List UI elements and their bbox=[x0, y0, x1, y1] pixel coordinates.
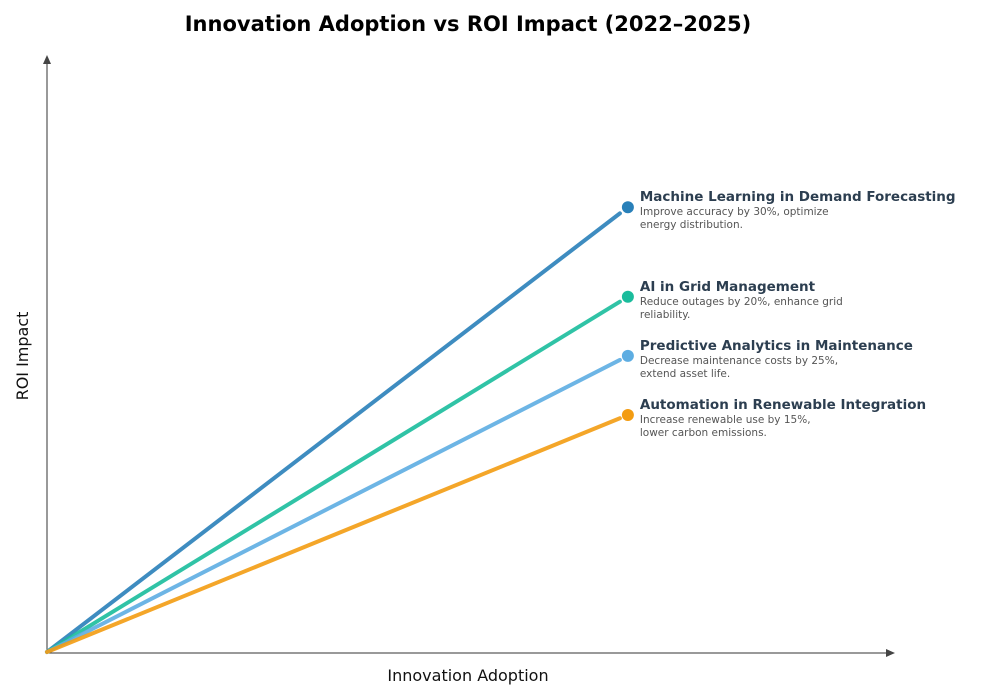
series-3: Automation in Renewable IntegrationIncre… bbox=[45, 397, 926, 654]
series-description: reliability. bbox=[640, 309, 690, 321]
series-endpoint-marker bbox=[621, 201, 634, 214]
series-description: lower carbon emissions. bbox=[640, 427, 767, 439]
series-description: Reduce outages by 20%, enhance grid bbox=[640, 296, 843, 308]
series-line bbox=[45, 211, 622, 654]
series-description: energy distribution. bbox=[640, 219, 743, 231]
series-description: extend asset life. bbox=[640, 368, 730, 380]
chart-title: Innovation Adoption vs ROI Impact (2022–… bbox=[185, 12, 752, 36]
series-line bbox=[45, 357, 622, 654]
series-description: Increase renewable use by 15%, bbox=[640, 414, 811, 426]
series-2: Predictive Analytics in MaintenanceDecre… bbox=[45, 338, 913, 654]
series-label: Predictive Analytics in Maintenance bbox=[640, 338, 913, 354]
series-0: Machine Learning in Demand ForecastingIm… bbox=[45, 189, 956, 654]
series-label: AI in Grid Management bbox=[640, 279, 816, 295]
series-endpoint-marker bbox=[621, 408, 634, 421]
series-description: Decrease maintenance costs by 25%, bbox=[640, 355, 838, 367]
x-axis-arrow-icon bbox=[886, 649, 895, 657]
x-axis-label: Innovation Adoption bbox=[387, 666, 548, 685]
series-endpoint-marker bbox=[621, 290, 634, 303]
series-label: Automation in Renewable Integration bbox=[640, 397, 926, 413]
series-line bbox=[45, 299, 622, 654]
y-axis-label: ROI Impact bbox=[13, 312, 32, 401]
y-axis-arrow-icon bbox=[43, 55, 51, 64]
series-endpoint-marker bbox=[621, 349, 634, 362]
series-description: Improve accuracy by 30%, optimize bbox=[640, 206, 829, 218]
series-label: Machine Learning in Demand Forecasting bbox=[640, 189, 956, 205]
series-line bbox=[45, 416, 622, 654]
